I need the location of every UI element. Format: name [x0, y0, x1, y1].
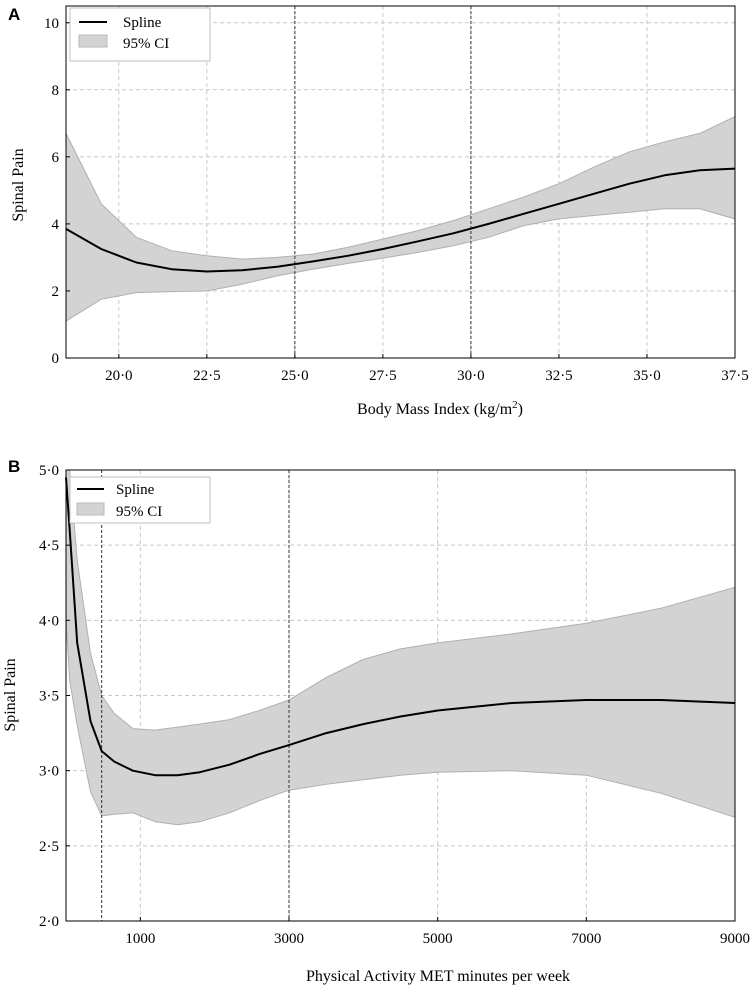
- panel-a-x-axis-label: Body Mass Index (kg/m2): [357, 399, 523, 418]
- x-tick-label: 32·5: [545, 368, 573, 384]
- panel-b-x-axis-label: Physical Activity MET minutes per week: [306, 968, 570, 985]
- y-tick-label: 6: [52, 150, 60, 166]
- panel-b-legend-spline-label: Spline: [116, 482, 155, 498]
- plot-frame: [65, 5, 736, 359]
- panel-b: B 1000 3000 5000 7000 9000 2·0 2·5 3·0 3·5 4·0 4·5…: [2, 457, 750, 985]
- x-tick-label: 22·5: [193, 368, 221, 384]
- y-tick-label: 4·5: [39, 538, 59, 554]
- panel-b-y-axis-label: Spinal Pain: [2, 658, 19, 731]
- y-tick-label: 2·5: [39, 839, 59, 855]
- panel-b-reference-lines: [101, 470, 290, 921]
- x-tick-label: 27·5: [369, 368, 397, 384]
- panel-b-axes: [65, 469, 736, 922]
- x-tick-label: 9000: [720, 931, 750, 947]
- panel-a-legend-ci-label: 95% CI: [123, 36, 169, 52]
- panel-a-x-axis-label-main: Body Mass Index (kg/m: [357, 401, 513, 418]
- panel-b-legend-ci-label: 95% CI: [116, 504, 162, 520]
- x-tick-label: 37·5: [721, 368, 749, 384]
- spline-line: [65, 167, 736, 273]
- y-tick-label: 2: [52, 284, 60, 300]
- x-tick-label: 25·0: [281, 368, 309, 384]
- y-tick-label: 10: [44, 16, 59, 32]
- panel-a: A 20·0 22·5 25·0 27·5 30·0 32·5 35·0 37·5 0 2 4 6 8 1…: [8, 5, 749, 418]
- y-tick-label: 4·0: [39, 613, 59, 629]
- y-tick-label: 5·0: [39, 463, 59, 479]
- panel-a-legend: Spline 95% CI: [69, 7, 211, 62]
- x-tick-label: 20·0: [105, 368, 133, 384]
- y-tick-label: 0: [52, 351, 60, 367]
- panel-a-x-axis-label-close: ): [518, 401, 523, 418]
- spline-line: [65, 477, 736, 777]
- panel-a-axes: [65, 5, 736, 359]
- panel-b-spline-layer: [65, 477, 736, 777]
- x-tick-label: 7000: [571, 931, 601, 947]
- y-tick-label: 3·5: [39, 689, 59, 705]
- x-tick-label: 5000: [423, 931, 453, 947]
- panel-b-legend-ci-swatch: [76, 502, 105, 516]
- panel-a-legend-spline-label: Spline: [123, 15, 162, 31]
- y-tick-label: 4: [52, 217, 60, 233]
- panel-a-spline-layer: [65, 167, 736, 273]
- y-tick-label: 2·0: [39, 914, 59, 930]
- x-tick-label: 30·0: [457, 368, 485, 384]
- panel-a-x-axis-label-sup: 2: [512, 399, 518, 411]
- panel-a-legend-ci-swatch: [78, 34, 108, 48]
- y-tick-label: 8: [52, 83, 60, 99]
- panel-a-reference-lines: [294, 6, 472, 358]
- x-tick-label: 35·0: [633, 368, 661, 384]
- panel-b-legend: Spline 95% CI: [69, 476, 211, 524]
- y-tick-label: 3·0: [39, 764, 59, 780]
- panel-a-letter: A: [8, 5, 20, 24]
- x-tick-label: 1000: [125, 931, 155, 947]
- panel-b-letter: B: [8, 457, 20, 476]
- x-tick-label: 3000: [274, 931, 304, 947]
- ci-band: [65, 115, 736, 322]
- panel-a-tick-labels: 20·0 22·5 25·0 27·5 30·0 32·5 35·0 37·5 0 2 4 6 8 10: [44, 16, 749, 384]
- panel-a-ci-band: [65, 115, 736, 322]
- panel-a-y-axis-label: Spinal Pain: [10, 148, 27, 221]
- panel-b-tick-labels: 1000 3000 5000 7000 9000 2·0 2·5 3·0 3·5 4·0 4·5 5·…: [39, 463, 750, 947]
